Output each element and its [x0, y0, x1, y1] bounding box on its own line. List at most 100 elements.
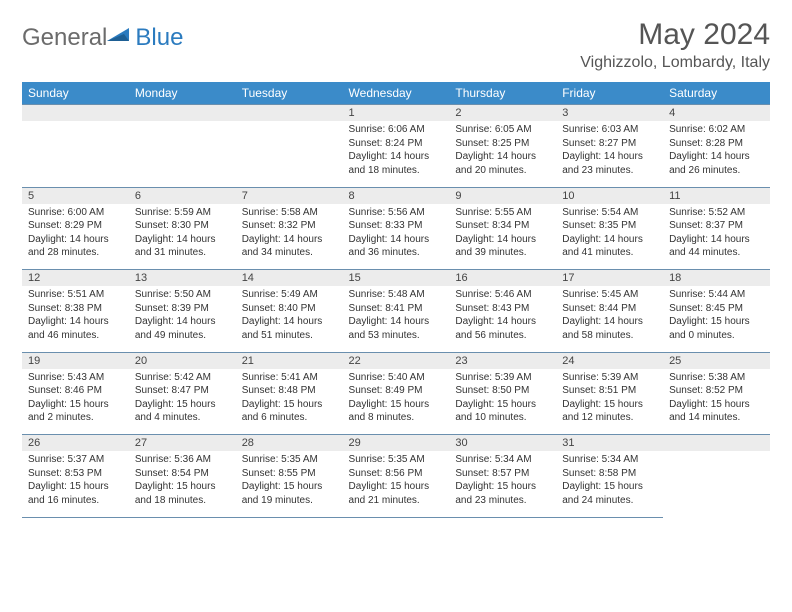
day-body-row: Sunrise: 6:00 AMSunset: 8:29 PM Daylight:… — [22, 204, 770, 270]
day-number-cell: 17 — [556, 270, 663, 287]
sunset-text: Sunset: 8:38 PM — [28, 302, 123, 316]
day-number-cell: 14 — [236, 270, 343, 287]
sunrise-text: Sunrise: 5:55 AM — [455, 206, 550, 220]
day-body-cell — [22, 121, 129, 187]
day-body-cell — [129, 121, 236, 187]
daylight-text-1: Daylight: 14 hours — [669, 150, 764, 164]
sunrise-text: Sunrise: 5:43 AM — [28, 371, 123, 385]
calendar-table: Sunday Monday Tuesday Wednesday Thursday… — [22, 82, 770, 518]
daylight-text-2: and 53 minutes. — [349, 329, 444, 343]
daylight-text-2: and 28 minutes. — [28, 246, 123, 260]
sunset-text: Sunset: 8:51 PM — [562, 384, 657, 398]
sunset-text: Sunset: 8:47 PM — [135, 384, 230, 398]
day-body-cell — [663, 451, 770, 517]
day-body-cell: Sunrise: 5:58 AMSunset: 8:32 PMDaylight:… — [236, 204, 343, 270]
day-number-cell: 8 — [343, 187, 450, 204]
sunrise-text: Sunrise: 6:00 AM — [28, 206, 123, 220]
day-body-cell: Sunrise: 5:40 AMSunset: 8:49 PMDaylight:… — [343, 369, 450, 435]
daylight-text-1: Daylight: 15 hours — [135, 398, 230, 412]
day-number-cell: 9 — [449, 187, 556, 204]
logo: General Blue — [22, 18, 183, 52]
day-body-cell: Sunrise: 5:39 AMSunset: 8:51 PMDaylight:… — [556, 369, 663, 435]
day-number-cell — [663, 435, 770, 452]
day-number-cell: 28 — [236, 435, 343, 452]
sunrise-text: Sunrise: 5:42 AM — [135, 371, 230, 385]
day-body-row: Sunrise: 5:43 AMSunset: 8:46 PMDaylight:… — [22, 369, 770, 435]
day-number-cell: 18 — [663, 270, 770, 287]
day-number-cell: 25 — [663, 352, 770, 369]
day-number-cell: 27 — [129, 435, 236, 452]
sunrise-text: Sunrise: 5:45 AM — [562, 288, 657, 302]
logo-triangle-icon — [107, 25, 133, 45]
daylight-text-1: Daylight: 15 hours — [349, 480, 444, 494]
sunrise-text: Sunrise: 5:36 AM — [135, 453, 230, 467]
day-body-cell: Sunrise: 5:46 AMSunset: 8:43 PMDaylight:… — [449, 286, 556, 352]
sunset-text: Sunset: 8:49 PM — [349, 384, 444, 398]
daylight-text-2: and 24 minutes. — [562, 494, 657, 508]
daylight-text-2: and 23 minutes. — [455, 494, 550, 508]
daylight-text-1: Daylight: 14 hours — [455, 233, 550, 247]
sunset-text: Sunset: 8:29 PM — [28, 219, 123, 233]
title-block: May 2024 Vighizzolo, Lombardy, Italy — [580, 18, 770, 72]
sunrise-text: Sunrise: 5:38 AM — [669, 371, 764, 385]
daylight-text-2: and 41 minutes. — [562, 246, 657, 260]
sunrise-text: Sunrise: 5:41 AM — [242, 371, 337, 385]
day-body-cell: Sunrise: 6:02 AMSunset: 8:28 PMDaylight:… — [663, 121, 770, 187]
sunset-text: Sunset: 8:40 PM — [242, 302, 337, 316]
day-body-cell: Sunrise: 5:52 AMSunset: 8:37 PMDaylight:… — [663, 204, 770, 270]
sunset-text: Sunset: 8:25 PM — [455, 137, 550, 151]
daylight-text-1: Daylight: 15 hours — [669, 398, 764, 412]
weekday-header: Wednesday — [343, 82, 450, 105]
daylight-text-2: and 16 minutes. — [28, 494, 123, 508]
sunrise-text: Sunrise: 5:39 AM — [455, 371, 550, 385]
sunrise-text: Sunrise: 5:49 AM — [242, 288, 337, 302]
sunset-text: Sunset: 8:54 PM — [135, 467, 230, 481]
sunrise-text: Sunrise: 5:34 AM — [562, 453, 657, 467]
day-body-cell: Sunrise: 5:34 AMSunset: 8:58 PMDaylight:… — [556, 451, 663, 517]
day-number-cell: 1 — [343, 105, 450, 122]
daylight-text-2: and 19 minutes. — [242, 494, 337, 508]
daylight-text-2: and 39 minutes. — [455, 246, 550, 260]
daylight-text-1: Daylight: 15 hours — [455, 398, 550, 412]
daylight-text-1: Daylight: 14 hours — [349, 150, 444, 164]
daylight-text-2: and 31 minutes. — [135, 246, 230, 260]
day-number-cell: 6 — [129, 187, 236, 204]
sunrise-text: Sunrise: 5:44 AM — [669, 288, 764, 302]
daylight-text-1: Daylight: 14 hours — [455, 315, 550, 329]
sunrise-text: Sunrise: 5:39 AM — [562, 371, 657, 385]
daylight-text-1: Daylight: 14 hours — [242, 233, 337, 247]
weekday-header: Friday — [556, 82, 663, 105]
sunset-text: Sunset: 8:45 PM — [669, 302, 764, 316]
day-number-cell: 31 — [556, 435, 663, 452]
day-number-cell: 24 — [556, 352, 663, 369]
daylight-text-2: and 46 minutes. — [28, 329, 123, 343]
sunrise-text: Sunrise: 6:02 AM — [669, 123, 764, 137]
day-body-row: Sunrise: 6:06 AMSunset: 8:24 PMDaylight:… — [22, 121, 770, 187]
daylight-text-2: and 14 minutes. — [669, 411, 764, 425]
day-body-cell: Sunrise: 6:06 AMSunset: 8:24 PMDaylight:… — [343, 121, 450, 187]
weekday-header: Sunday — [22, 82, 129, 105]
day-number-cell — [129, 105, 236, 122]
day-number-cell: 5 — [22, 187, 129, 204]
day-number-cell: 2 — [449, 105, 556, 122]
sunset-text: Sunset: 8:48 PM — [242, 384, 337, 398]
daylight-text-1: Daylight: 15 hours — [455, 480, 550, 494]
daylight-text-2: and 12 minutes. — [562, 411, 657, 425]
day-body-cell: Sunrise: 5:48 AMSunset: 8:41 PMDaylight:… — [343, 286, 450, 352]
daylight-text-1: Daylight: 14 hours — [28, 315, 123, 329]
day-body-cell: Sunrise: 5:59 AMSunset: 8:30 PMDaylight:… — [129, 204, 236, 270]
daylight-text-2: and 20 minutes. — [455, 164, 550, 178]
sunset-text: Sunset: 8:50 PM — [455, 384, 550, 398]
daylight-text-2: and 58 minutes. — [562, 329, 657, 343]
day-body-cell: Sunrise: 5:34 AMSunset: 8:57 PMDaylight:… — [449, 451, 556, 517]
day-number-cell: 4 — [663, 105, 770, 122]
sunset-text: Sunset: 8:30 PM — [135, 219, 230, 233]
sunrise-text: Sunrise: 5:35 AM — [349, 453, 444, 467]
sunset-text: Sunset: 8:43 PM — [455, 302, 550, 316]
daylight-text-2: and 26 minutes. — [669, 164, 764, 178]
daylight-text-1: Daylight: 15 hours — [669, 315, 764, 329]
day-body-cell: Sunrise: 5:54 AMSunset: 8:35 PMDaylight:… — [556, 204, 663, 270]
daylight-text-2: and 4 minutes. — [135, 411, 230, 425]
daylight-text-1: Daylight: 14 hours — [562, 233, 657, 247]
logo-text-general: General — [22, 24, 107, 52]
